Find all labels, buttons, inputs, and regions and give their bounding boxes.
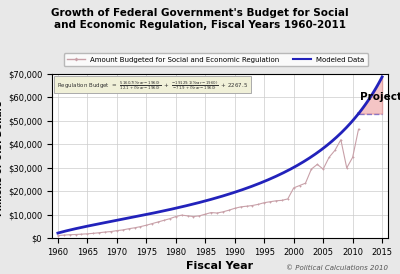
Text: Growth of Federal Government's Budget for Social
and Economic Regulation, Fiscal: Growth of Federal Government's Budget fo…: [51, 8, 349, 30]
Text: © Political Calculations 2010: © Political Calculations 2010: [286, 265, 388, 271]
X-axis label: Fiscal Year: Fiscal Year: [186, 261, 254, 271]
Legend: Amount Budgeted for Social and Economic Regulation, Modeled Data: Amount Budgeted for Social and Economic …: [64, 53, 368, 66]
Text: Regulation Budget  =  $\frac{5160.7(Year-1960)}{12.1+(Year-1960)}$  +  $\frac{-1: Regulation Budget = $\frac{5160.7(Year-1…: [57, 79, 248, 91]
Text: Projected: Projected: [360, 92, 400, 102]
Y-axis label: Millions of U.S. Dollars*: Millions of U.S. Dollars*: [0, 96, 4, 216]
